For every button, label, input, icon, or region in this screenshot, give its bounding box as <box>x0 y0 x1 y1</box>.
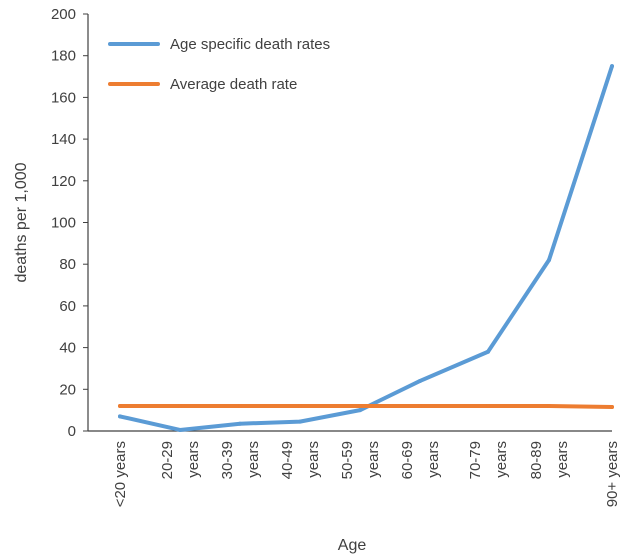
legend-label: Age specific death rates <box>170 36 330 53</box>
data-point <box>238 403 242 408</box>
data-point <box>358 403 362 408</box>
x-tick-label: 50-59 years <box>339 441 382 479</box>
y-tick-label: 180 <box>51 48 76 65</box>
x-tick-label: 80-89 years <box>528 441 571 479</box>
y-tick-label: 60 <box>59 298 76 315</box>
x-tick-label: 20-29 years <box>159 441 202 479</box>
data-point <box>418 378 422 383</box>
x-tick-label-line: 20-29 <box>159 441 176 479</box>
series-layer <box>118 64 614 432</box>
legend: Age specific death rates Average death ra… <box>108 36 330 93</box>
y-tick-label: 20 <box>59 381 76 398</box>
x-axis: <20 years 20-29 years 30-39 years 40-49 years 5… <box>88 430 621 507</box>
data-point <box>610 64 614 69</box>
data-point <box>418 403 422 408</box>
data-point <box>178 403 182 408</box>
x-tick-label-line: 50-59 <box>339 441 356 479</box>
series-line-2 <box>118 403 614 410</box>
y-tick-label: 40 <box>59 340 76 357</box>
y-tick-label: 80 <box>59 256 76 273</box>
data-point <box>358 408 362 413</box>
legend-label: Average death rate <box>170 76 297 93</box>
y-axis-title: deaths per 1,000 <box>13 162 30 282</box>
data-point <box>178 427 182 432</box>
data-point <box>547 258 551 263</box>
x-tick-label-line: <20 years <box>112 441 129 507</box>
x-axis-title: Age <box>338 537 367 554</box>
y-tick-label: 120 <box>51 173 76 190</box>
x-tick-label: <20 years <box>112 441 129 507</box>
data-point <box>547 403 551 408</box>
x-tick-label: 90+ years <box>604 441 621 507</box>
data-point <box>298 419 302 424</box>
data-point <box>118 414 122 419</box>
y-tick-label: 100 <box>51 215 76 232</box>
x-tick-label-line: years <box>365 441 382 478</box>
y-axis: 0 20 40 60 80 100 120 140 160 180 200 <box>51 6 89 440</box>
x-tick-label-line: years <box>493 441 510 478</box>
series-line-1 <box>118 64 614 432</box>
x-tick-label-line: years <box>305 441 322 478</box>
x-tick-label: 70-79 years <box>467 441 510 479</box>
x-tick-label-line: 80-89 <box>528 441 545 479</box>
data-point <box>238 421 242 426</box>
x-tick-label-line: years <box>185 441 202 478</box>
x-tick-label: 30-39 years <box>219 441 262 479</box>
data-point <box>486 403 490 408</box>
y-tick-label: 140 <box>51 131 76 148</box>
x-tick-label-line: years <box>245 441 262 478</box>
data-point <box>610 405 614 410</box>
x-tick-label-line: 40-49 <box>279 441 296 479</box>
y-tick-label: 200 <box>51 6 76 23</box>
x-tick-label-line: 70-79 <box>467 441 484 479</box>
data-point <box>118 403 122 408</box>
x-tick-label-line: 90+ years <box>604 441 621 507</box>
x-tick-label: 40-49 years <box>279 441 322 479</box>
x-tick-label-line: years <box>554 441 571 478</box>
data-point <box>298 403 302 408</box>
x-tick-label: 60-69 years <box>399 441 442 479</box>
x-tick-label-line: years <box>425 441 442 478</box>
y-tick-label: 160 <box>51 89 76 106</box>
y-tick-label: 0 <box>68 423 76 440</box>
data-point <box>486 349 490 354</box>
x-tick-label-line: 30-39 <box>219 441 236 479</box>
x-tick-label-line: 60-69 <box>399 441 416 479</box>
